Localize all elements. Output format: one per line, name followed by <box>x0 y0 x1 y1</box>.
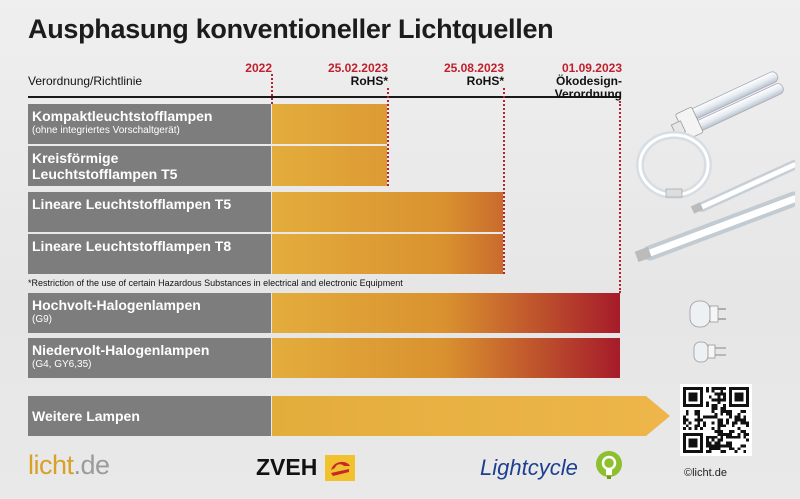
phase-bar <box>272 293 620 333</box>
phase-bar <box>272 146 387 186</box>
row-label: Hochvolt-Halogenlampen (G9) <box>28 293 271 333</box>
phase-bar-fill <box>272 146 387 186</box>
row-label-title: Kompaktleuchtstofflampen <box>32 108 213 124</box>
licht-logo-domain: .de <box>73 450 111 480</box>
row-label-title: Lineare Leuchtstofflampen T5 <box>32 196 232 212</box>
phase-bar-fill <box>272 338 620 378</box>
row-label-weitere-lampen: Weitere Lampen <box>28 396 271 436</box>
lightcycle-logo[interactable]: Lightcycle <box>480 455 578 480</box>
milestone-line-2022 <box>271 74 273 104</box>
row-label-note: (ohne integriertes Vorschaltgerät) <box>32 125 180 136</box>
milestone-line-25-08-2023 <box>503 88 505 274</box>
row-label-note: (G9) <box>32 314 52 325</box>
row-label: Kreisförmige Leuchtstofflampen T5 <box>28 146 271 186</box>
phase-bar <box>272 104 387 144</box>
milestone-line-25-02-2023 <box>387 88 389 186</box>
row-label: Kompaktleuchtstofflampen (ohne integriert… <box>28 104 271 144</box>
row-weitere-lampen: Weitere Lampen <box>28 396 670 436</box>
lamp-illustrations <box>634 71 795 363</box>
phase-bar-fill <box>272 192 503 232</box>
page-title: Ausphasung konventioneller Lichtquellen <box>28 14 554 44</box>
date-label-25-02-2023: 25.02.2023 <box>327 61 388 75</box>
column-header: Verordnung/Richtlinie <box>28 74 143 88</box>
g4-halogen-icon <box>693 341 726 363</box>
phase-bar <box>272 234 503 274</box>
row-label-note: (G4, GY6,35) <box>32 359 92 370</box>
licht-de-logo[interactable]: licht.de <box>28 450 110 481</box>
regulation-label-rohs-1: RoHS* <box>350 74 388 88</box>
compact-fluorescent-icon <box>670 71 784 140</box>
milestone-line-01-09-2023 <box>619 101 621 293</box>
row-label: Niedervolt-Halogenlampen (G4, GY6,35) <box>28 338 271 378</box>
regulation-label-rohs-2: RoHS* <box>466 74 504 88</box>
copyright-notice: ©licht.de <box>684 467 727 479</box>
lightcycle-bulb-icon <box>596 451 622 479</box>
zveh-logo[interactable]: ZVEH <box>256 454 355 481</box>
linear-t5-icon <box>690 160 795 214</box>
phase-bar <box>272 338 620 378</box>
qr-code-icon[interactable] <box>680 384 752 456</box>
row-label: Lineare Leuchtstofflampen T5 <box>28 192 271 232</box>
circular-fluorescent-icon <box>636 131 712 199</box>
date-label-2022: 2022 <box>245 61 272 75</box>
zveh-mark-icon <box>324 454 355 481</box>
linear-t8-icon <box>634 191 795 263</box>
date-label-01-09-2023: 01.09.2023 <box>561 61 622 75</box>
row-label-title: Kreisförmige Leuchtstofflampen T5 <box>32 150 178 182</box>
phase-bar-fill <box>272 293 620 333</box>
row-label: Lineare Leuchtstofflampen T8 <box>28 234 271 274</box>
phase-bar-fill <box>272 234 503 274</box>
date-label-25-08-2023: 25.08.2023 <box>443 61 504 75</box>
licht-logo-text: licht <box>28 450 74 480</box>
g9-halogen-icon <box>689 300 726 328</box>
regulation-label-oekodesign: Ökodesign- Verordnung <box>554 74 622 101</box>
footnote: *Restriction of the use of certain Hazar… <box>28 278 403 288</box>
phase-bar-fill <box>272 104 387 144</box>
row-label-title: Lineare Leuchtstofflampen T8 <box>32 238 232 254</box>
row-label-title: Hochvolt-Halogenlampen <box>32 297 201 313</box>
phase-bar <box>272 192 503 232</box>
header-divider <box>28 96 620 98</box>
row-label-title: Niedervolt-Halogenlampen <box>32 342 210 358</box>
continuation-arrow <box>272 396 670 436</box>
zveh-logo-text: ZVEH <box>256 454 318 480</box>
